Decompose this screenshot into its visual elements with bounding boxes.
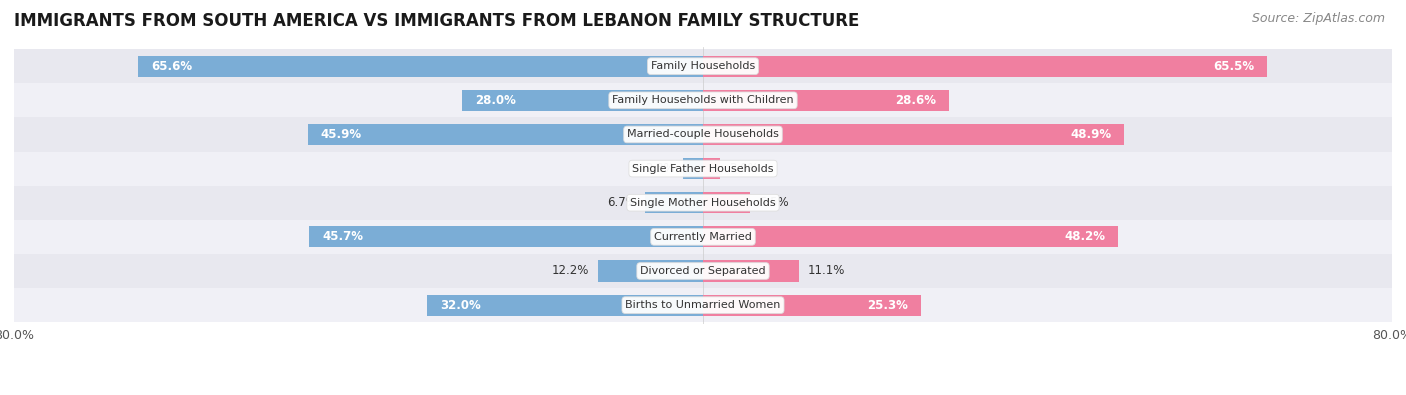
Text: 65.5%: 65.5%: [1213, 60, 1254, 73]
Text: Family Households with Children: Family Households with Children: [612, 95, 794, 105]
Text: Married-couple Households: Married-couple Households: [627, 130, 779, 139]
Bar: [14, 186, 1392, 220]
Text: 6.7%: 6.7%: [607, 196, 637, 209]
Bar: [703, 56, 1267, 77]
Bar: [309, 226, 703, 247]
Text: Single Father Households: Single Father Households: [633, 164, 773, 173]
Text: Births to Unmarried Women: Births to Unmarried Women: [626, 300, 780, 310]
Bar: [683, 158, 703, 179]
Text: 45.9%: 45.9%: [321, 128, 361, 141]
Text: 32.0%: 32.0%: [440, 299, 481, 312]
Text: 11.1%: 11.1%: [807, 265, 845, 278]
Text: Divorced or Separated: Divorced or Separated: [640, 266, 766, 276]
Bar: [14, 83, 1392, 117]
Bar: [645, 192, 703, 213]
Text: 65.6%: 65.6%: [150, 60, 193, 73]
Text: 2.3%: 2.3%: [645, 162, 675, 175]
Text: 48.2%: 48.2%: [1064, 230, 1105, 243]
Text: 5.5%: 5.5%: [759, 196, 789, 209]
Bar: [461, 90, 703, 111]
Bar: [427, 295, 703, 316]
Text: 25.3%: 25.3%: [868, 299, 908, 312]
Text: 48.9%: 48.9%: [1070, 128, 1111, 141]
Text: Source: ZipAtlas.com: Source: ZipAtlas.com: [1251, 12, 1385, 25]
Bar: [598, 260, 703, 282]
Text: 12.2%: 12.2%: [553, 265, 589, 278]
Text: 28.0%: 28.0%: [475, 94, 516, 107]
Text: Family Households: Family Households: [651, 61, 755, 71]
Bar: [14, 220, 1392, 254]
Text: IMMIGRANTS FROM SOUTH AMERICA VS IMMIGRANTS FROM LEBANON FAMILY STRUCTURE: IMMIGRANTS FROM SOUTH AMERICA VS IMMIGRA…: [14, 12, 859, 30]
Bar: [703, 192, 751, 213]
Text: Single Mother Households: Single Mother Households: [630, 198, 776, 208]
Bar: [703, 260, 799, 282]
Bar: [14, 254, 1392, 288]
Bar: [703, 295, 921, 316]
Bar: [703, 124, 1125, 145]
Bar: [308, 124, 703, 145]
Bar: [14, 117, 1392, 152]
Bar: [14, 49, 1392, 83]
Text: 28.6%: 28.6%: [896, 94, 936, 107]
Bar: [703, 158, 720, 179]
Bar: [703, 90, 949, 111]
Bar: [703, 226, 1118, 247]
Text: 2.0%: 2.0%: [728, 162, 759, 175]
Bar: [14, 288, 1392, 322]
Text: Currently Married: Currently Married: [654, 232, 752, 242]
Text: 45.7%: 45.7%: [322, 230, 363, 243]
Bar: [14, 152, 1392, 186]
Bar: [138, 56, 703, 77]
